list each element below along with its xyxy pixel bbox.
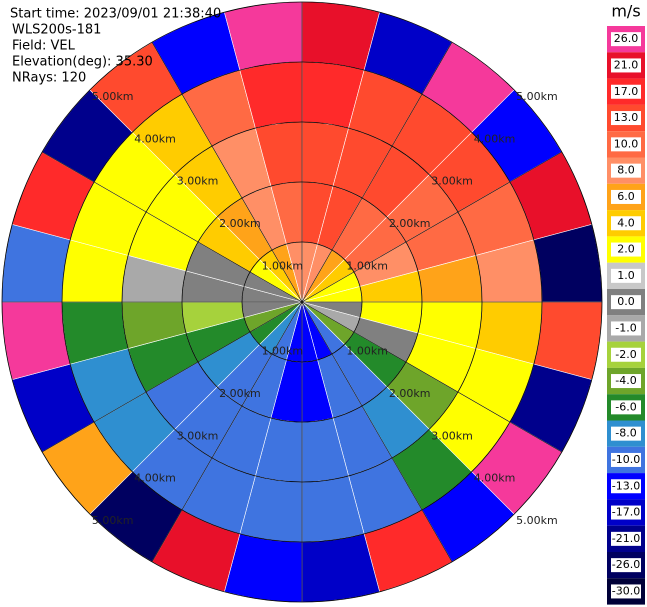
colorbar-label: 8.0 <box>617 164 635 177</box>
range-label: 2.00km <box>389 387 431 400</box>
colorbar-label: -2.0 <box>615 348 636 361</box>
range-label: 2.00km <box>389 217 431 230</box>
spoke <box>301 42 453 303</box>
range-label: 5.00km <box>92 514 134 527</box>
colorbar: 26.0 21.0 17.0 13.0 10.0 8.0 6.0 4.0 2.0 1.0 0.0 -1… <box>607 26 645 605</box>
instrument: WLS200s-181 <box>12 23 101 38</box>
colorbar-label-bg <box>611 426 641 441</box>
colorbar-label: 21.0 <box>614 58 639 71</box>
colorbar-label: -13.0 <box>612 479 640 492</box>
colorbar-label: 2.0 <box>617 243 635 256</box>
colorbar-label-bg <box>611 84 641 99</box>
colorbar-label-bg <box>611 189 641 204</box>
colorbar-label-bg <box>611 268 641 283</box>
colorbar-label: -4.0 <box>615 374 636 387</box>
colorbar-label-bg <box>611 505 641 520</box>
spoke <box>301 151 562 303</box>
range-label: 3.00km <box>431 429 473 442</box>
spoke <box>42 301 303 453</box>
colorbar-label-bg <box>611 216 641 231</box>
colorbar-label-bg <box>611 58 641 73</box>
colorbar-label-bg <box>611 137 641 152</box>
range-label: 4.00km <box>474 472 516 485</box>
range-ring <box>61 61 543 543</box>
range-label: 5.00km <box>92 90 134 103</box>
colorbar-label: 13.0 <box>614 111 639 124</box>
range-label: 1.00km <box>262 344 304 357</box>
colorbar-label: 0.0 <box>617 295 635 308</box>
colorbar-title: m/s <box>611 2 640 21</box>
colorbar-label: -10.0 <box>612 453 640 466</box>
range-label: 5.00km <box>516 90 558 103</box>
colorbar-label-bg <box>611 374 641 389</box>
colorbar-label-bg <box>611 452 641 467</box>
elevation: Elevation(deg): 35.30 <box>12 55 153 70</box>
colorbar-label: 26.0 <box>614 32 639 45</box>
colorbar-label: 17.0 <box>614 85 639 98</box>
start-time: Start time: 2023/09/01 21:38:40 <box>10 7 221 22</box>
spoke <box>301 301 453 562</box>
range-label: 4.00km <box>134 132 176 145</box>
colorbar-label-bg <box>611 163 641 178</box>
colorbar-label-bg <box>611 584 641 599</box>
range-label: 3.00km <box>177 429 219 442</box>
colorbar-label: -6.0 <box>615 400 636 413</box>
colorbar-label: -17.0 <box>612 506 640 519</box>
colorbar-label: -21.0 <box>612 532 640 545</box>
colorbar-label: -26.0 <box>612 558 640 571</box>
range-label: 2.00km <box>219 217 261 230</box>
range-label: 1.00km <box>346 260 388 273</box>
colorbar-label: 1.0 <box>617 269 635 282</box>
spoke <box>42 151 303 303</box>
colorbar-label: 10.0 <box>614 137 639 150</box>
range-label: 3.00km <box>177 175 219 188</box>
spoke <box>151 42 303 303</box>
colorbar-label: -8.0 <box>615 427 636 440</box>
field: Field: VEL <box>12 39 76 54</box>
nrays: NRays: 120 <box>12 71 86 86</box>
range-label: 4.00km <box>134 472 176 485</box>
range-ring <box>181 181 423 423</box>
range-label: 3.00km <box>431 175 473 188</box>
colorbar-label: 6.0 <box>617 190 635 203</box>
range-ring <box>241 241 363 363</box>
range-ring <box>121 121 483 483</box>
colorbar-label: -30.0 <box>612 584 640 597</box>
range-ring <box>1 1 603 603</box>
colorbar-label: -1.0 <box>615 321 636 334</box>
colorbar-label-bg <box>611 32 641 47</box>
range-label: 1.00km <box>346 344 388 357</box>
spoke <box>151 301 303 562</box>
colorbar-label-bg <box>611 321 641 336</box>
grid: 1.00km 1.00km 1.00km 1.00km 2.00km 2.00km 2.00… <box>1 1 603 603</box>
colorbar-label-bg <box>611 111 641 126</box>
range-label: 4.00km <box>474 132 516 145</box>
colorbar-label-bg <box>611 558 641 573</box>
colorbar-label: 4.0 <box>617 216 635 229</box>
colorbar-label-bg <box>611 242 641 257</box>
spoke <box>301 301 562 453</box>
range-label: 2.00km <box>219 387 261 400</box>
colorbar-label-bg <box>611 479 641 494</box>
colorbar-label-bg <box>611 400 641 415</box>
range-label: 5.00km <box>516 514 558 527</box>
colorbar-label-bg <box>611 295 641 310</box>
colorbar-label-bg <box>611 347 641 362</box>
range-label: 1.00km <box>262 260 304 273</box>
colorbar-label-bg <box>611 531 641 546</box>
